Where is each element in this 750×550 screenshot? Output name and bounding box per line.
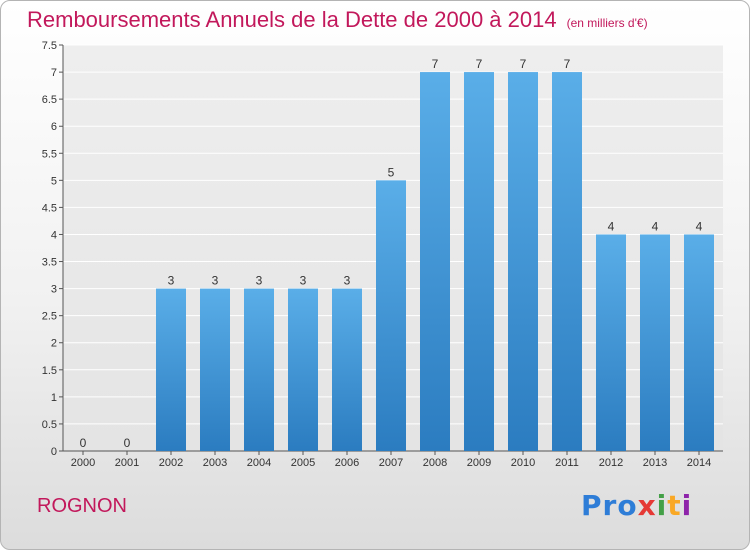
y-tick-label: 4.5 [42,202,57,214]
commune-name: ROGNON [37,495,127,517]
bar-value-label: 0 [80,436,87,450]
y-tick-label: 5 [51,175,57,187]
y-tick-label: 6 [51,121,57,133]
bar-value-label: 7 [564,57,571,71]
bar-2007 [376,180,406,452]
y-tick-label: 1.5 [42,365,57,377]
bar-value-label: 7 [432,57,439,71]
x-tick-label: 2005 [291,457,315,469]
y-tick-label: 7.5 [42,40,57,52]
bar-2005 [288,288,318,451]
x-tick-label: 2010 [511,457,535,469]
logo-part-3: i [656,489,668,522]
bar-value-label: 7 [476,57,483,71]
chart-title-text: Remboursements Annuels de la Dette de 20… [27,7,557,32]
bar-value-label: 3 [256,274,263,288]
bar-2014 [684,234,714,451]
bar-2004 [244,288,274,451]
chart-unit: (en milliers d'€) [566,16,648,30]
y-tick-label: 3 [51,284,57,296]
x-tick-label: 2003 [203,457,227,469]
y-tick-label: 0 [51,446,57,458]
y-tick-label: 1 [51,392,57,404]
bar-2006 [332,288,362,451]
x-tick-label: 2011 [555,457,579,469]
bar-2003 [200,288,230,451]
y-tick-label: 2.5 [42,311,57,323]
x-tick-label: 2006 [335,457,359,469]
plot-area: 0 0.5 1 1.5 2 2.5 3 3.5 4 4.5 5 5.5 6 6.5 7 7.5 0 2000 0 20… [42,40,723,469]
bar-value-label: 4 [696,219,703,233]
y-tick-label: 6.5 [42,94,57,106]
bar-value-label: 3 [212,274,219,288]
x-tick-label: 2007 [379,457,403,469]
bar-value-label: 4 [652,219,659,233]
bar-value-label: 3 [168,274,175,288]
bar-2013 [640,234,670,451]
bar-2011 [552,72,582,452]
bar-value-label: 7 [520,57,527,71]
bar-value-label: 0 [124,436,131,450]
y-tick-label: 3.5 [42,257,57,269]
bar-2008 [420,72,450,452]
bar-value-label: 5 [388,165,395,179]
x-tick-label: 2013 [643,457,667,469]
proxiti-logo: Proxiti [581,489,692,522]
bar-2010 [508,72,538,452]
bar-2009 [464,72,494,452]
y-tick-label: 4 [51,229,57,241]
logo-part-5: i [681,489,693,522]
y-tick-label: 0.5 [42,419,57,431]
x-tick-label: 2014 [687,457,711,469]
logo-part-2: x [637,489,657,522]
x-tick-label: 2004 [247,457,271,469]
x-tick-label: 2009 [467,457,491,469]
bar-value-label: 3 [300,274,307,288]
bar-2002 [156,288,186,451]
bar-2012 [596,234,626,451]
x-tick-label: 2000 [71,457,95,469]
y-tick-label: 5.5 [42,148,57,160]
x-tick-label: 2008 [423,457,447,469]
x-tick-label: 2002 [159,457,183,469]
bar-value-label: 4 [608,219,615,233]
logo-part-1: Pro [581,489,638,522]
y-tick-label: 2 [51,338,57,350]
logo-part-4: t [667,489,682,522]
chart-title: Remboursements Annuels de la Dette de 20… [27,7,648,33]
x-tick-label: 2001 [115,457,139,469]
bar-value-label: 3 [344,274,351,288]
y-tick-label: 7 [51,67,57,79]
x-tick-label: 2012 [599,457,623,469]
